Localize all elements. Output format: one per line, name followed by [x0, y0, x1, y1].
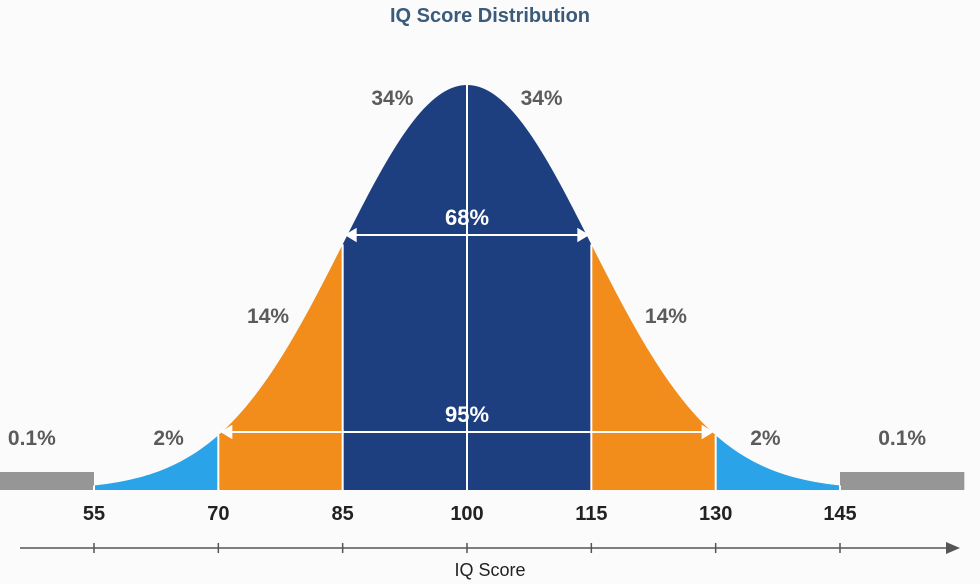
- x-tick-label: 100: [450, 503, 483, 525]
- x-tick-label: 55: [83, 503, 105, 525]
- x-tick-label: 145: [823, 503, 856, 525]
- pct-label: 34%: [371, 87, 413, 110]
- curve-segment: [591, 244, 715, 490]
- pct-label: 34%: [521, 87, 563, 110]
- x-axis: [20, 542, 960, 554]
- curve-segment: [467, 85, 591, 490]
- x-tick-label: 115: [575, 503, 607, 525]
- x-tick-label: 85: [332, 503, 354, 525]
- tail-bar: [0, 472, 94, 490]
- pct-label: 2%: [750, 427, 781, 450]
- x-ticks: 55 70 85 100 115 130 145: [83, 503, 857, 525]
- axis-arrowhead: [946, 542, 960, 554]
- curve-segments: [0, 85, 964, 490]
- tail-bar: [840, 472, 964, 490]
- band-label: 95%: [445, 402, 489, 427]
- iq-distribution-chart: 68% 95% 55 70 85 100 115 130 145 0.1% 2% 14% 34% 34…: [0, 0, 980, 584]
- pct-label: 0.1%: [878, 427, 926, 450]
- x-tick-label: 70: [207, 503, 229, 525]
- curve-segment: [218, 244, 342, 490]
- pct-label: 2%: [153, 427, 184, 450]
- segment-dividers: [94, 85, 840, 490]
- axis-title: IQ Score: [454, 560, 525, 580]
- x-tick-label: 130: [699, 503, 732, 525]
- pct-label: 14%: [247, 305, 289, 328]
- pct-label: 14%: [645, 305, 687, 328]
- band-label: 68%: [445, 205, 489, 230]
- curve-segment: [343, 85, 467, 490]
- chart-title: IQ Score Distribution: [390, 5, 590, 27]
- pct-label: 0.1%: [8, 427, 56, 450]
